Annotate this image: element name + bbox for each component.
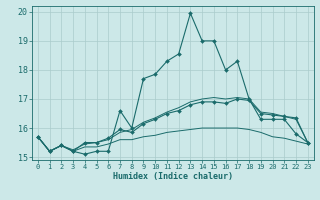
- X-axis label: Humidex (Indice chaleur): Humidex (Indice chaleur): [113, 172, 233, 181]
